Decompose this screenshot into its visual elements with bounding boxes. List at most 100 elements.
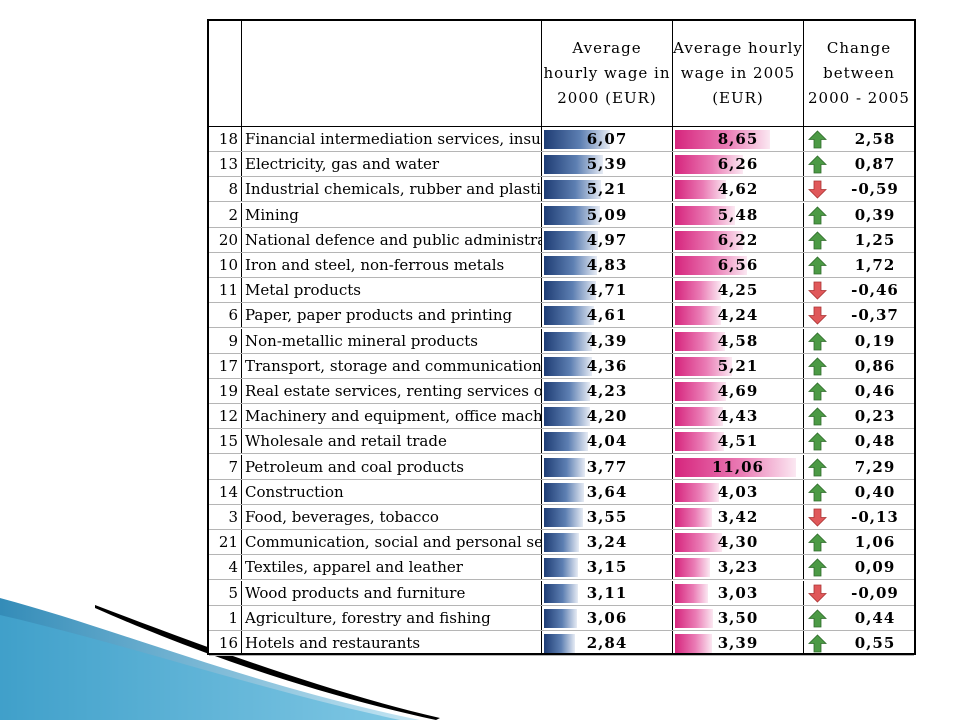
wage-2000-bar (544, 205, 600, 225)
change-value: 0,44 (854, 608, 896, 627)
row-divider (209, 302, 914, 304)
sector-cell: Industrial chemicals, rubber and plastic… (242, 177, 542, 203)
table-row: 2 Mining 5,09 5,48 0,39 (209, 202, 914, 228)
rank-cell: 3 (209, 505, 242, 530)
rank-cell: 8 (209, 177, 242, 203)
change-value: 1,06 (854, 533, 896, 552)
wage-2005-value: 3,39 (717, 634, 759, 652)
arrow-up-icon (808, 357, 827, 376)
table-row: 5 Wood products and furniture 3,11 3,03 -0,0… (209, 580, 914, 606)
rank-cell: 2 (209, 202, 242, 228)
row-divider (209, 352, 914, 354)
header-sector-cell (242, 21, 542, 126)
rank-cell: 19 (209, 379, 242, 404)
wage-2000-value: 2,84 (586, 634, 628, 652)
wage-2000-bar (544, 583, 578, 603)
wage-2000-bar (544, 382, 590, 401)
sector-cell: Hotels and restaurants (242, 631, 542, 656)
wage-2005-bar (675, 407, 723, 427)
rank-cell: 7 (209, 454, 242, 480)
arrow-down-icon (808, 508, 827, 527)
wage-2005-bar (675, 583, 708, 603)
sector-cell: National defence and public administrati… (242, 227, 542, 253)
change-value: -0,59 (851, 180, 899, 199)
change-cell: -0,46 (804, 278, 914, 303)
wage-2000-bar (544, 230, 598, 250)
rank-cell: 1 (209, 605, 242, 631)
wage-2005-cell: 5,21 (673, 353, 804, 379)
wage-2005-value: 4,58 (717, 331, 759, 350)
wage-2000-cell: 4,61 (542, 303, 673, 329)
wage-2005-value: 6,56 (717, 256, 759, 274)
wage-2000-value: 3,15 (586, 558, 628, 577)
row-divider (209, 151, 914, 152)
arrow-up-icon (808, 231, 827, 250)
wage-2005-cell: 4,24 (673, 303, 804, 329)
change-cell: 2,58 (804, 127, 914, 152)
wage-2000-cell: 3,77 (542, 454, 673, 480)
rank-cell: 16 (209, 631, 242, 656)
wage-2005-value: 3,03 (717, 583, 759, 602)
wage-2000-bar (544, 155, 603, 175)
change-value: -0,46 (851, 281, 899, 300)
wage-2005-bar (675, 482, 719, 502)
wage-2005-value: 4,30 (717, 533, 759, 552)
sector-cell: Communication, social and personal servi… (242, 530, 542, 556)
rank-cell: 5 (209, 580, 242, 606)
table-row: 18 Financial intermediation services, ins… (209, 127, 914, 152)
change-cell: 0,55 (804, 631, 914, 656)
table-row: 13 Electricity, gas and water 5,39 6,26 0,87 (209, 152, 914, 178)
wage-2000-cell: 5,39 (542, 152, 673, 178)
wage-2005-cell: 3,42 (673, 505, 804, 530)
wage-2000-value: 3,06 (586, 608, 628, 627)
arrow-down-icon (808, 584, 827, 603)
arrow-up-icon (808, 256, 827, 275)
wage-2005-cell: 3,39 (673, 631, 804, 656)
wage-2005-cell: 5,48 (673, 202, 804, 228)
row-divider (209, 226, 914, 228)
wage-2005-bar (675, 608, 713, 628)
wage-2005-bar (675, 356, 732, 376)
wage-2005-bar (675, 331, 725, 351)
wage-2000-value: 3,11 (586, 583, 628, 602)
wage-2005-cell: 4,25 (673, 278, 804, 304)
rank-cell: 21 (209, 530, 242, 556)
wage-2005-bar (675, 155, 743, 175)
wage-2005-cell: 4,30 (673, 530, 804, 556)
wage-2000-bar (544, 558, 578, 578)
wage-2000-bar (544, 432, 588, 452)
wage-2005-bar (675, 180, 726, 200)
rank-cell: 10 (209, 253, 242, 278)
row-divider (209, 554, 914, 556)
wage-2000-cell: 3,11 (542, 580, 673, 606)
wage-2000-bar (544, 356, 592, 376)
wage-2005-value: 3,42 (717, 508, 759, 526)
wage-2005-value: 6,22 (717, 230, 759, 249)
row-divider (209, 579, 914, 581)
rank-cell: 13 (209, 152, 242, 178)
wage-2000-bar (544, 533, 579, 553)
wage-2000-cell: 4,23 (542, 379, 673, 404)
table-row: 8 Industrial chemicals, rubber and plasti… (209, 177, 914, 203)
sector-cell: Metal products (242, 278, 542, 304)
arrow-down-icon (808, 306, 827, 325)
wage-2005-bar (675, 281, 721, 301)
wage-2000-value: 4,20 (586, 407, 628, 426)
wage-2000-value: 5,39 (586, 155, 628, 174)
arrow-up-icon (808, 483, 827, 502)
change-cell: 0,40 (804, 480, 914, 505)
wage-2005-value: 4,03 (717, 482, 759, 501)
change-value: 0,09 (854, 558, 896, 577)
header-divider (209, 126, 914, 127)
table-row: 17 Transport, storage and communication 4,… (209, 353, 914, 379)
table-row: 11 Metal products 4,71 4,25 -0,46 (209, 278, 914, 304)
wage-2005-value: 3,50 (717, 608, 759, 627)
row-divider (209, 453, 914, 455)
arrow-up-icon (808, 206, 827, 224)
wage-2000-bar (544, 331, 592, 351)
sector-cell: Mining (242, 202, 542, 228)
rank-cell: 18 (209, 127, 242, 152)
change-cell: -0,59 (804, 177, 914, 202)
wage-2005-cell: 3,03 (673, 580, 804, 606)
